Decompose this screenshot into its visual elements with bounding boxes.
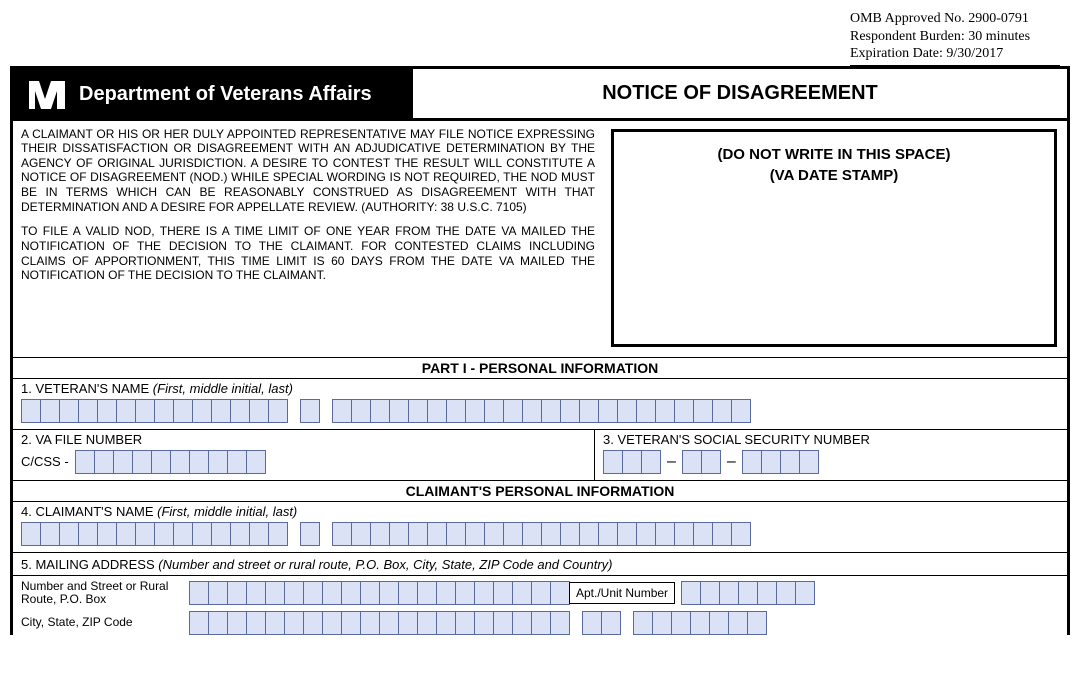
field-ssn: 3. VETERAN'S SOCIAL SECURITY NUMBER – – (595, 430, 1067, 480)
dash-icon: – (661, 453, 682, 471)
row-file-ssn: 2. VA FILE NUMBER C/CSS - 3. VETERAN'S S… (13, 430, 1067, 481)
intro-text: A CLAIMANT OR HIS OR HER DULY APPOINTED … (13, 121, 605, 357)
addr-city-label: City, State, ZIP Code (21, 616, 189, 630)
addr-city-boxes[interactable] (189, 611, 570, 635)
addr-state-boxes[interactable] (582, 611, 621, 635)
field-mailing-address: 5. MAILING ADDRESS (Number and street or… (13, 553, 1067, 636)
field-veteran-name: 1. VETERAN'S NAME (First, middle initial… (13, 379, 1067, 430)
f3-boxes[interactable]: – – (603, 450, 1059, 474)
f5-label: 5. MAILING ADDRESS (21, 557, 155, 572)
field-claimant-name: 4. CLAIMANT'S NAME (First, middle initia… (13, 502, 1067, 553)
stamp-wrap: (DO NOT WRITE IN THIS SPACE) (VA DATE ST… (605, 121, 1067, 357)
f2-label: 2. VA FILE NUMBER (21, 432, 586, 447)
f2-prefix: C/CSS - (21, 454, 69, 469)
intro-p2: TO FILE A VALID NOD, THERE IS A TIME LIM… (21, 224, 595, 283)
omb-block: OMB Approved No. 2900-0791 Respondent Bu… (850, 10, 1060, 66)
addr-street-boxes[interactable] (189, 581, 570, 605)
apt-label: Apt./Unit Number (569, 582, 675, 604)
field-va-file: 2. VA FILE NUMBER C/CSS - (13, 430, 595, 480)
f5-hint: (Number and street or rural route, P.O. … (155, 557, 613, 572)
stamp-line-1: (DO NOT WRITE IN THIS SPACE) (614, 144, 1054, 165)
intro-p1: A CLAIMANT OR HIS OR HER DULY APPOINTED … (21, 127, 595, 215)
f4-label: 4. CLAIMANT'S NAME (21, 504, 154, 519)
department-title: Department of Veterans Affairs (79, 83, 372, 106)
stamp-line-2: (VA DATE STAMP) (614, 165, 1054, 186)
f2-boxes[interactable]: C/CSS - (21, 450, 586, 474)
intro-row: A CLAIMANT OR HIS OR HER DULY APPOINTED … (13, 121, 1067, 358)
addr-street-label: Number and Street or Rural Route, P.O. B… (21, 580, 189, 608)
f1-hint: (First, middle initial, last) (149, 381, 293, 396)
omb-line-3: Expiration Date: 9/30/2017 (850, 45, 1060, 63)
department-cell: Department of Veterans Affairs (13, 69, 413, 121)
section-part1: PART I - PERSONAL INFORMATION (13, 358, 1067, 379)
form-title: NOTICE OF DISAGREEMENT (413, 69, 1067, 121)
f4-boxes[interactable] (21, 522, 1059, 546)
f1-boxes[interactable] (21, 399, 1059, 423)
f3-label: 3. VETERAN'S SOCIAL SECURITY NUMBER (603, 432, 1059, 447)
dash-icon: – (721, 453, 742, 471)
omb-line-1: OMB Approved No. 2900-0791 (850, 10, 1060, 28)
header-row: Department of Veterans Affairs NOTICE OF… (13, 69, 1067, 121)
omb-line-2: Respondent Burden: 30 minutes (850, 28, 1060, 46)
f1-label: 1. VETERAN'S NAME (21, 381, 149, 396)
section-claimant: CLAIMANT'S PERSONAL INFORMATION (13, 481, 1067, 502)
addr-row-street: Number and Street or Rural Route, P.O. B… (21, 580, 1059, 608)
f4-hint: (First, middle initial, last) (154, 504, 298, 519)
addr-zip-boxes[interactable] (633, 611, 767, 635)
addr-apt-boxes[interactable] (681, 581, 815, 605)
addr-row-city: City, State, ZIP Code (21, 611, 1059, 635)
va-logo-icon (27, 79, 67, 111)
date-stamp-box: (DO NOT WRITE IN THIS SPACE) (VA DATE ST… (611, 129, 1057, 347)
form-outer: Department of Veterans Affairs NOTICE OF… (10, 66, 1070, 636)
